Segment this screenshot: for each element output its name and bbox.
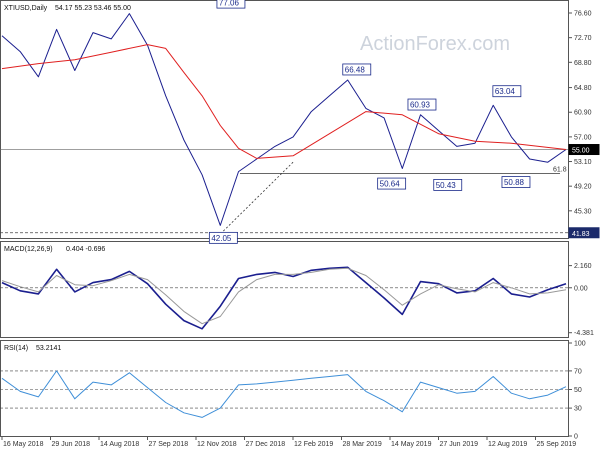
y-tick-label: -4.381	[574, 330, 594, 337]
x-tick-label: 28 Mar 2019	[343, 441, 382, 448]
y-tick-label: 0	[574, 434, 578, 441]
watermark: ActionForex.com	[360, 33, 510, 55]
price-annotation-label: 66.48	[345, 65, 366, 74]
trend-line	[223, 161, 294, 232]
x-tick-label: 27 Sep 2018	[149, 441, 189, 448]
x-tick-label: 12 Feb 2019	[294, 441, 333, 448]
y-tick-label: 70	[574, 368, 582, 375]
y-tick-label: 76.60	[574, 11, 592, 18]
price-annotation-box	[216, 0, 246, 9]
price-panel-frame	[0, 0, 569, 239]
y-tick-label: 100	[574, 341, 586, 348]
macd-values: 0.404 -0.696	[66, 246, 105, 253]
rsi-values: 53.2141	[36, 345, 61, 352]
price-annotation-label: 50.43	[436, 181, 457, 190]
y-tick-label: 2.160	[574, 263, 592, 270]
price-annotation-box	[501, 176, 531, 188]
price-annotation-label: 77.06	[219, 0, 240, 8]
price-ohlc: 54.17 55.23 53.46 55.00	[55, 5, 131, 12]
x-tick-label: 14 May 2019	[391, 441, 432, 448]
x-tick-label: 14 Aug 2018	[100, 441, 139, 448]
series-line	[1, 44, 567, 159]
price-annotation-box	[433, 179, 463, 191]
x-tick-label: 25 Sep 2019	[537, 441, 577, 448]
macd-panel-frame	[0, 241, 569, 338]
price-annotation-box	[342, 63, 372, 76]
price-annotation-label: 60.93	[410, 101, 431, 110]
price-annotation-label: 63.04	[495, 87, 516, 96]
rsi-title: RSI(14)	[4, 345, 28, 352]
x-tick-label: 16 May 2018	[3, 441, 44, 448]
y-tick-label: 57.00	[574, 134, 592, 141]
price-annotation-box	[377, 177, 407, 190]
y-tick-label: 72.70	[574, 35, 592, 42]
y-tick-label: 60.90	[574, 110, 592, 117]
x-tick-label: 29 Jun 2018	[52, 441, 91, 448]
x-tick-label: 27 Jun 2019	[440, 441, 479, 448]
x-tick-label: 12 Nov 2018	[197, 441, 237, 448]
macd-title: MACD(12,26,9)	[4, 246, 53, 253]
y-tick-label: 0.00	[574, 285, 588, 292]
price-title: XTIUSD,Daily	[4, 5, 48, 12]
y-tick-label: 64.80	[574, 85, 592, 92]
price-annotation-box	[208, 231, 238, 244]
support-level-label: 41.83	[572, 231, 590, 238]
support-level-box	[568, 227, 600, 239]
y-tick-label: 49.20	[574, 184, 592, 191]
current-price-box	[568, 144, 600, 156]
y-tick-label: 50	[574, 387, 582, 394]
fib-level-label: 61.8	[553, 167, 567, 174]
panel-frames	[0, 0, 569, 437]
x-tick-label: 12 Aug 2019	[488, 441, 527, 448]
current-price-label: 55.00	[572, 148, 590, 155]
series-line	[1, 13, 567, 226]
y-tick-label: 53.10	[574, 159, 592, 166]
rsi-panel-frame	[0, 340, 569, 437]
price-annotation-label: 50.88	[504, 178, 525, 187]
series-line	[1, 267, 567, 325]
series-line	[1, 370, 567, 418]
price-annotation-box	[407, 98, 437, 111]
y-tick-label: 68.80	[574, 60, 592, 67]
price-annotation-label: 42.05	[211, 234, 232, 243]
y-tick-label: 30	[574, 406, 582, 413]
price-annotation-label: 50.64	[380, 180, 401, 189]
x-tick-label: 27 Dec 2018	[246, 441, 286, 448]
price-annotation-box	[492, 85, 522, 98]
series-line	[1, 266, 567, 330]
y-tick-label: 45.30	[574, 208, 592, 215]
